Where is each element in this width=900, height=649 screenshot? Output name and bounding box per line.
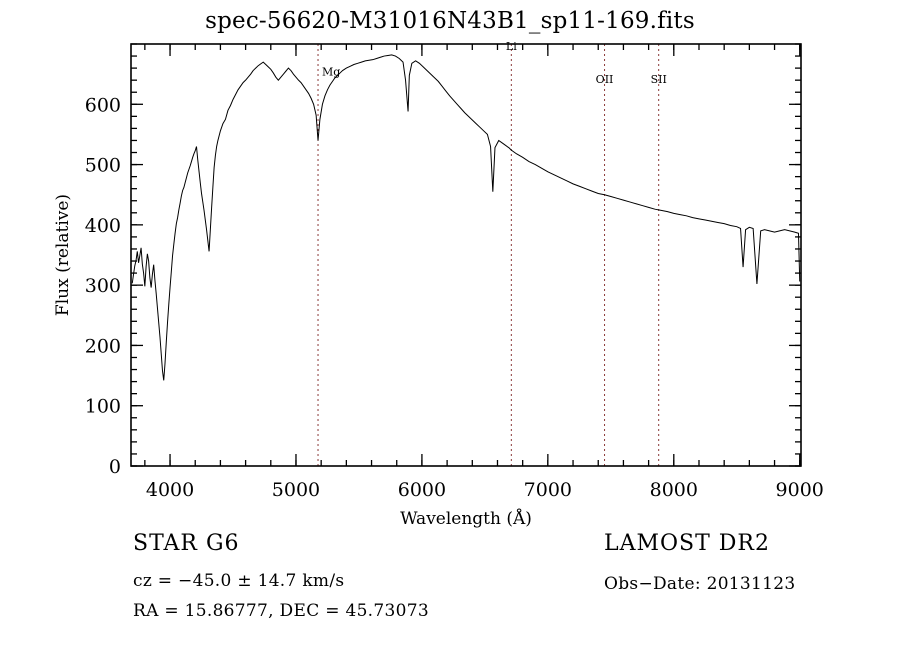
- x-tick-label: 8000: [650, 479, 698, 501]
- spectrum-trace-group: [131, 54, 801, 381]
- spectrum-trace: [131, 54, 801, 381]
- radial-velocity-label: cz = −45.0 ± 14.7 km/s: [133, 571, 345, 591]
- line-label-mg: Mg: [322, 65, 340, 78]
- axis-frame: [130, 43, 802, 467]
- line-label-li: Li: [506, 40, 517, 53]
- obs-date-label: Obs−Date: 20131123: [604, 574, 796, 594]
- y-tick-label: 300: [85, 275, 121, 297]
- line-label-oii: OII: [596, 73, 614, 86]
- coordinates-label: RA = 15.86777, DEC = 45.73073: [133, 601, 429, 621]
- x-axis-title: Wavelength (Å): [400, 508, 532, 529]
- object-type-label: STAR G6: [133, 531, 240, 556]
- y-tick-label: 100: [85, 396, 121, 418]
- line-marker-group: [317, 44, 660, 466]
- line-label-sii: SII: [651, 73, 667, 86]
- x-tick-label: 6000: [398, 479, 446, 501]
- line-marker-labels: Mg Li OII SII: [322, 40, 667, 86]
- y-tick-label: 0: [109, 456, 121, 478]
- x-tick-label: 4000: [146, 479, 194, 501]
- axis-tick-labels: 4000 5000 6000 7000 8000 9000 0 100 200 300 400 500…: [85, 94, 824, 501]
- x-tick-label: 9000: [776, 479, 824, 501]
- x-tick-label: 7000: [524, 479, 572, 501]
- axis-tick-marks: [131, 43, 801, 467]
- plot-frame: [130, 43, 802, 467]
- x-tick-label: 5000: [272, 479, 320, 501]
- y-tick-label: 600: [85, 94, 121, 116]
- y-tick-label: 500: [85, 155, 121, 177]
- survey-label: LAMOST DR2: [604, 531, 770, 556]
- page-title: spec-56620-M31016N43B1_sp11-169.fits: [205, 8, 695, 34]
- y-axis-title: Flux (relative): [53, 194, 73, 316]
- y-tick-label: 200: [85, 335, 121, 357]
- y-tick-label: 400: [85, 215, 121, 237]
- axis-titles: Wavelength (Å) Flux (relative): [53, 194, 532, 529]
